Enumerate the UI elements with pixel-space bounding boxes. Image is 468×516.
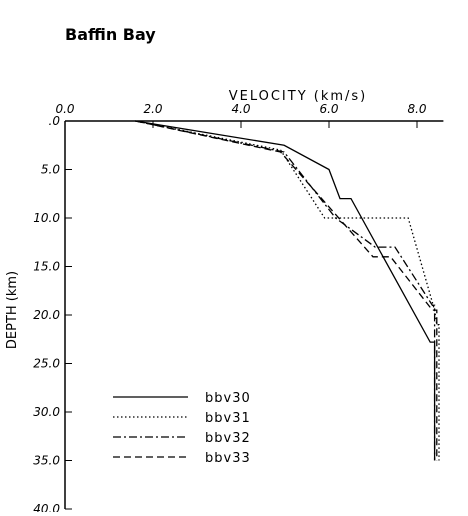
- x-tick-label: 6.0: [319, 102, 338, 116]
- series-line: [135, 120, 436, 461]
- series-line: [135, 120, 436, 461]
- y-tick-label: 20.0: [33, 308, 60, 322]
- y-tick-label: 25.0: [33, 357, 60, 371]
- y-tick-label: .0: [49, 114, 61, 128]
- series-line: [135, 120, 440, 461]
- y-tick-label: 15.0: [33, 260, 60, 274]
- x-tick-label: 8.0: [407, 102, 426, 116]
- y-tick-label: 35.0: [33, 454, 60, 468]
- chart-title: Baffin Bay: [65, 25, 156, 44]
- series-line: [135, 120, 438, 461]
- legend-label: bbv32: [205, 431, 251, 446]
- y-tick-label: 40.0: [33, 502, 60, 512]
- y-axis-label: DEPTH (km): [5, 271, 20, 349]
- x-tick-label: 0.0: [55, 102, 74, 116]
- y-tick-label: 5.0: [41, 163, 60, 177]
- legend-label: bbv33: [205, 451, 251, 466]
- x-tick-label: 2.0: [143, 102, 162, 116]
- x-tick-label: 4.0: [231, 102, 250, 116]
- x-axis-label: VELOCITY (km/s): [229, 89, 368, 104]
- y-tick-label: 30.0: [33, 405, 60, 419]
- y-tick-label: 10.0: [33, 211, 60, 225]
- legend-label: bbv31: [205, 411, 251, 426]
- legend-label: bbv30: [205, 391, 251, 406]
